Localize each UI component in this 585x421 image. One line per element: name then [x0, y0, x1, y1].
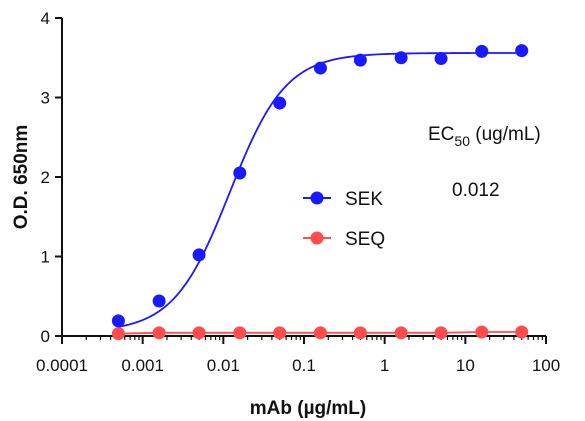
y-tick-label: 2 [41, 168, 50, 187]
x-axis-ticks: 0.0001 0.001 0.01 0.1 1 10 100 [36, 336, 560, 375]
seq-data-point [475, 325, 489, 339]
x-tick-label: 0.1 [292, 356, 316, 375]
seq-data-point [313, 326, 327, 340]
sek-data-point [434, 52, 448, 66]
seq-data-point [515, 325, 529, 339]
x-tick-label: 10 [456, 356, 475, 375]
legend-sek-marker [310, 191, 324, 205]
sek-data-point [233, 166, 247, 180]
y-tick-label: 1 [41, 248, 50, 267]
legend-sek-label: SEK [345, 189, 383, 210]
ec50-label-unit: (ug/mL) [470, 124, 541, 145]
sek-data-point [273, 96, 287, 110]
y-axis-title: O.D. 650nm [11, 125, 32, 230]
seq-data-point [111, 327, 125, 341]
seq-points [111, 325, 529, 341]
y-tick-label: 4 [41, 9, 50, 28]
seq-data-point [434, 326, 448, 340]
ec50-label-sub: 50 [454, 133, 470, 149]
seq-data-point [394, 326, 408, 340]
seq-data-point [353, 326, 367, 340]
sek-data-point [111, 314, 125, 328]
ec50-header: EC50 (ug/mL) [428, 124, 541, 149]
ec50-label-main: EC [428, 124, 454, 145]
seq-data-point [152, 326, 166, 340]
sek-data-point [152, 294, 166, 308]
x-axis-title: mAb (µg/mL) [250, 398, 367, 419]
legend-seq-label: SEQ [345, 229, 385, 250]
sek-data-point [353, 53, 367, 67]
sek-data-point [394, 51, 408, 65]
x-tick-label: 1 [380, 356, 389, 375]
sek-points [111, 44, 529, 328]
seq-data-point [192, 326, 206, 340]
y-tick-label: 0 [41, 327, 50, 346]
sek-data-point [515, 44, 529, 58]
x-tick-label: 100 [532, 356, 560, 375]
seq-data-point [273, 326, 287, 340]
legend-seq-marker [310, 231, 324, 245]
sek-data-point [192, 248, 206, 262]
sek-data-point [475, 44, 489, 58]
x-tick-label: 0.01 [207, 356, 240, 375]
x-tick-label: 0.0001 [36, 356, 88, 375]
sek-data-point [313, 61, 327, 75]
seq-data-point [233, 326, 247, 340]
ec50-value: 0.012 [452, 180, 500, 201]
y-axis-ticks: 0 1 2 3 4 [41, 9, 62, 346]
y-tick-label: 3 [41, 89, 50, 108]
legend: SEK SEQ [303, 189, 385, 250]
x-tick-label: 0.001 [121, 356, 164, 375]
